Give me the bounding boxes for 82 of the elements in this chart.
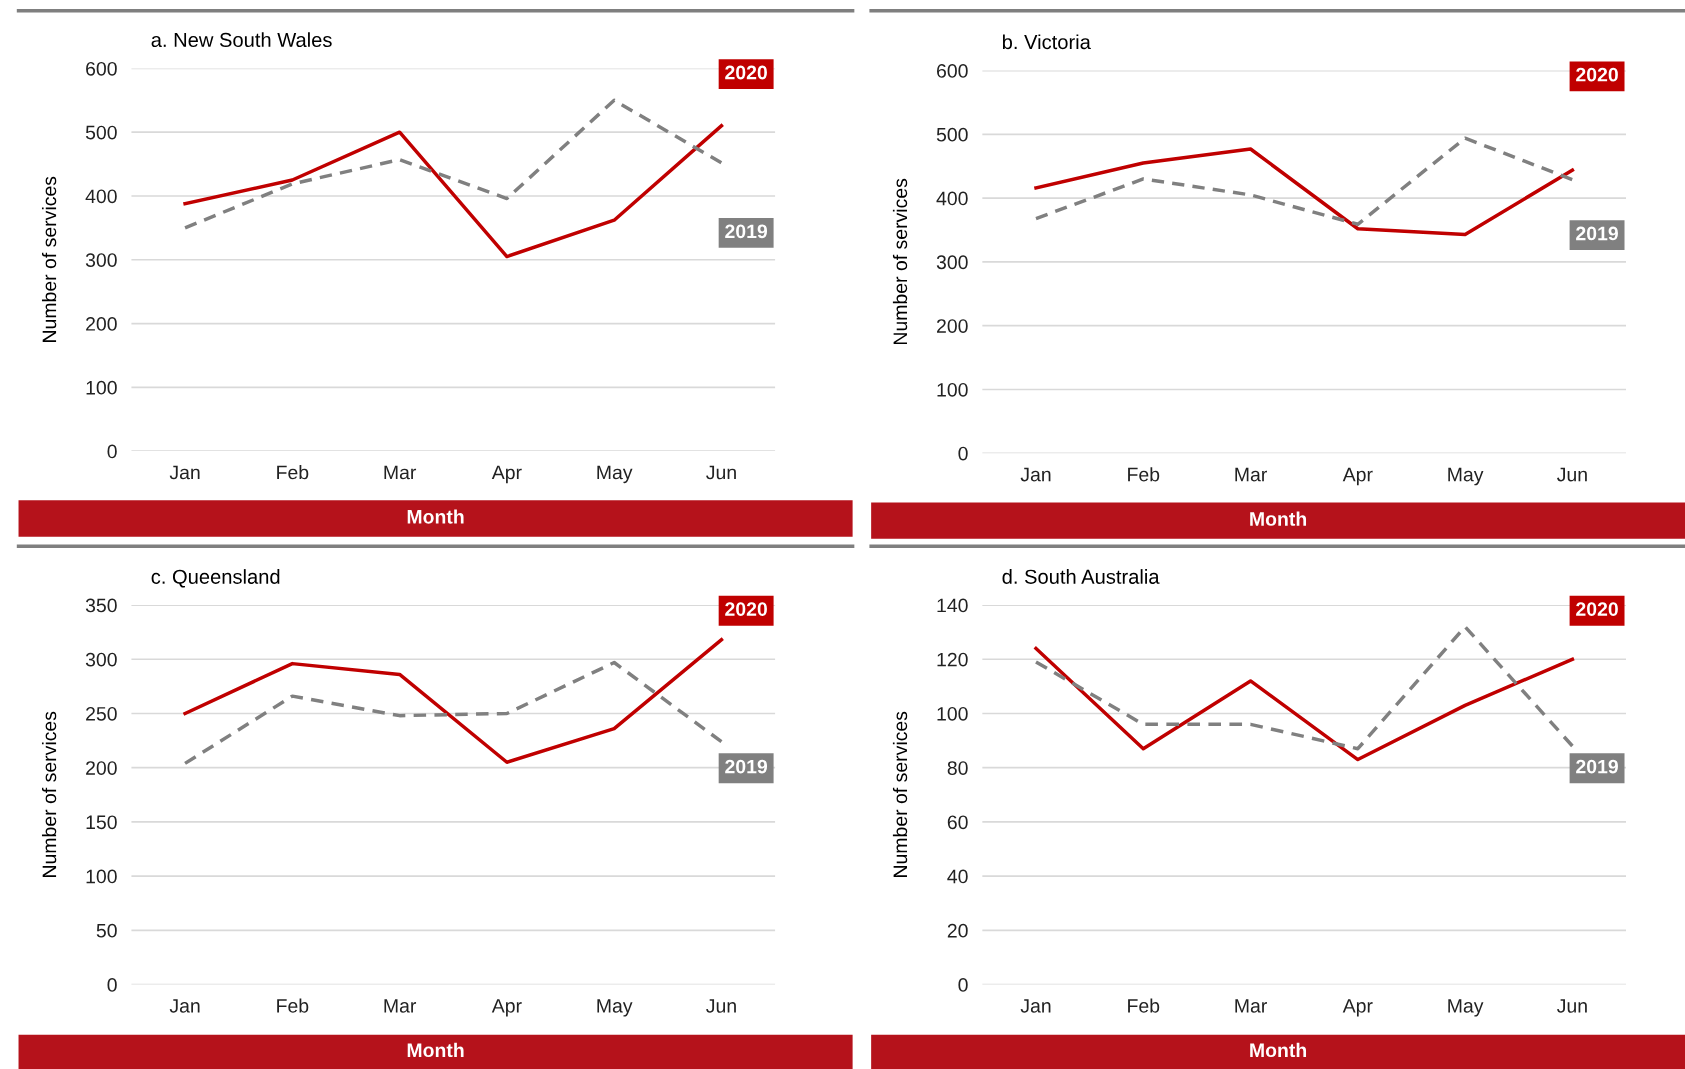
x-tick-label: Apr (1342, 467, 1373, 486)
line-series (183, 638, 724, 765)
text: 2019 (725, 224, 768, 239)
y-tick-label: 0 (958, 978, 968, 992)
x-tick-label: Jun (1557, 999, 1587, 1013)
y-tick-label: 600 (86, 61, 117, 76)
x-tick-label: Mar (384, 465, 417, 480)
y-tick-label: 400 (85, 189, 117, 204)
y-axis-title: Number of services (41, 176, 57, 342)
y-tick-label: 100 (937, 706, 968, 721)
x-tick-label: May (597, 465, 633, 484)
y-tick-label: 300 (85, 652, 117, 667)
x-tick-label: May (1448, 999, 1484, 1017)
y-tick-label: 120 (937, 652, 968, 667)
text: 2020 (725, 65, 767, 80)
x-tick-label: Jan (1020, 999, 1051, 1013)
line-series (183, 98, 724, 230)
x-tick-label: Jun (1557, 467, 1587, 482)
x-tick-label: Jan (169, 465, 200, 480)
y-tick-label: 300 (85, 253, 117, 267)
y-tick-label: 150 (86, 815, 117, 830)
y-axis-title: Number of services (41, 711, 57, 877)
text: 2020 (1576, 67, 1618, 82)
x-tick-label: Jun (706, 465, 736, 480)
line-series (183, 660, 724, 766)
y-axis-title: Number of services (892, 711, 908, 877)
y-tick-label: 100 (86, 869, 117, 884)
chart-title: c. Queensland (151, 569, 280, 588)
line-series (1034, 136, 1575, 227)
series-label: 2019 (725, 759, 768, 774)
y-tick-label: 100 (937, 382, 968, 397)
x-tick-label: Apr (491, 999, 522, 1017)
x-tick-label: Apr (1342, 999, 1373, 1017)
x-axis-title: Month (1250, 511, 1307, 526)
chart-title: b. Victoria (1002, 34, 1091, 50)
x-tick-label: Jun (706, 999, 736, 1013)
y-axis-title: Number of services (892, 178, 908, 345)
y-tick-label: 200 (937, 319, 968, 333)
x-tick-label: Feb (277, 465, 309, 480)
chart-title: d. South Australia (1002, 569, 1160, 584)
y-tick-label: 300 (936, 255, 968, 270)
x-tick-label: Mar (384, 999, 417, 1013)
y-tick-label: 50 (96, 923, 117, 938)
y-tick-label: 60 (947, 815, 968, 830)
x-tick-label: May (597, 999, 633, 1017)
y-tick-label: 500 (85, 125, 117, 140)
line-series (1034, 625, 1575, 751)
y-tick-label: 80 (947, 761, 968, 775)
text: 2020 (1576, 602, 1618, 616)
y-tick-label: 600 (937, 64, 968, 78)
x-tick-label: Jan (1020, 467, 1051, 482)
x-tick-label: Feb (277, 998, 309, 1013)
x-axis-title: Month (1250, 1042, 1307, 1058)
x-tick-label: Jan (169, 999, 200, 1013)
y-tick-label: 0 (107, 978, 117, 992)
x-tick-label: Mar (1235, 999, 1267, 1013)
x-axis-title: Month (407, 509, 464, 524)
series-label: 2019 (1576, 759, 1618, 774)
y-tick-label: 0 (107, 444, 117, 459)
y-tick-label: 20 (947, 923, 968, 938)
x-tick-label: Feb (1128, 467, 1160, 482)
y-tick-label: 350 (85, 598, 117, 613)
y-tick-label: 0 (958, 446, 968, 461)
line-series (1034, 646, 1575, 762)
y-tick-label: 140 (937, 598, 968, 613)
y-tick-label: 500 (936, 127, 968, 142)
x-tick-label: May (1448, 467, 1484, 486)
x-tick-label: Feb (1128, 998, 1160, 1013)
y-tick-label: 400 (936, 191, 968, 206)
chart-title: a. New South Wales (151, 32, 332, 48)
x-axis-title: Month (407, 1042, 464, 1058)
x-tick-label: Apr (491, 465, 522, 484)
series-label: 2020 (725, 602, 767, 616)
y-tick-label: 200 (86, 317, 117, 331)
line-series (183, 124, 724, 259)
y-tick-label: 200 (86, 761, 117, 775)
line-series (1034, 147, 1575, 237)
x-tick-label: Mar (1235, 467, 1267, 482)
y-tick-label: 250 (86, 706, 117, 721)
text: 2019 (1576, 226, 1618, 241)
y-tick-label: 40 (947, 869, 968, 884)
y-tick-label: 100 (86, 380, 117, 395)
